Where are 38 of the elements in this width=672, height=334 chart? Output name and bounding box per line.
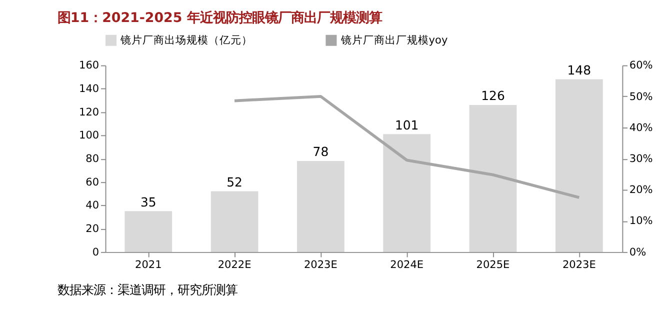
data-label: 101 [394,117,419,132]
y2-tick-label: 30% [629,152,653,165]
legend-label: 镜片厂商出厂规模yoy [340,33,448,46]
y-tick-label: 60 [86,176,100,188]
y2-tick-label: 20% [629,184,653,196]
y2-tick-label: 40% [629,122,653,134]
y2-tick-label: 0% [629,246,646,258]
y-tick-label: 120 [79,106,100,118]
x-tick-label: 2023E [562,258,596,271]
y2-tick-label: 50% [629,90,653,103]
data-label: 52 [226,174,242,190]
bar [124,211,172,252]
y-tick-label: 80 [86,152,100,165]
x-tick-label: 2025E [476,258,510,271]
y-tick-label: 20 [86,222,100,235]
chart-title: 图11：2021-2025 年近视防控眼镜厂商出厂规模测算 [57,10,382,26]
y2-tick-label: 10% [629,215,653,228]
x-tick-label: 2023E [304,258,338,271]
data-label: 126 [481,88,505,104]
x-tick-label: 2021 [134,258,162,271]
bar [469,104,517,252]
bar [296,160,344,252]
y2-tick-label: 60% [629,60,653,72]
y-tick-label: 0 [92,246,100,258]
source-note: 数据来源：渠道调研，研究所测算 [57,282,238,298]
y-tick-label: 140 [79,82,100,95]
y-tick-label: 100 [79,130,100,142]
data-label: 148 [567,62,592,78]
data-label: 78 [312,144,329,160]
data-label: 35 [140,194,156,210]
bar [383,134,431,252]
y-tick-label: 160 [79,60,100,72]
bar [210,191,258,252]
bar [555,79,603,252]
y-tick-label: 40 [86,200,100,212]
x-tick-label: 2022E [218,258,252,271]
x-tick-label: 2024E [390,258,424,271]
legend-label: 镜片厂商出场规模（亿元） [120,33,253,46]
